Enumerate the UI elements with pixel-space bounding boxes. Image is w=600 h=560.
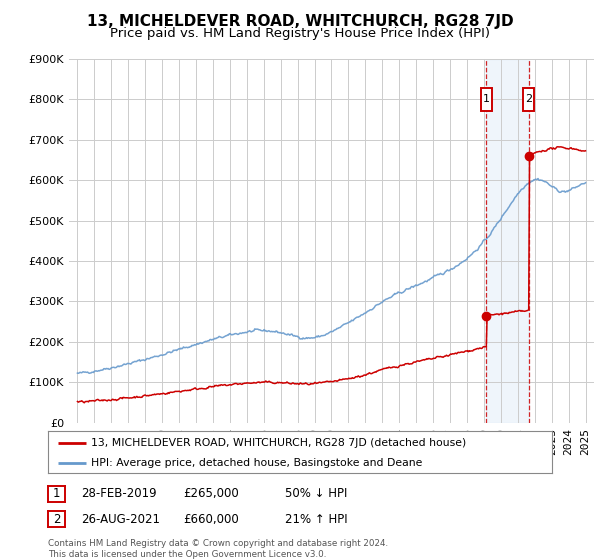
Text: 1: 1 (53, 487, 60, 501)
Text: 28-FEB-2019: 28-FEB-2019 (81, 487, 157, 501)
Text: £660,000: £660,000 (183, 512, 239, 526)
Text: 13, MICHELDEVER ROAD, WHITCHURCH, RG28 7JD: 13, MICHELDEVER ROAD, WHITCHURCH, RG28 7… (86, 14, 514, 29)
Text: HPI: Average price, detached house, Basingstoke and Deane: HPI: Average price, detached house, Basi… (91, 458, 422, 468)
FancyBboxPatch shape (523, 88, 534, 110)
Text: 26-AUG-2021: 26-AUG-2021 (81, 512, 160, 526)
Text: 50% ↓ HPI: 50% ↓ HPI (285, 487, 347, 501)
Text: 13, MICHELDEVER ROAD, WHITCHURCH, RG28 7JD (detached house): 13, MICHELDEVER ROAD, WHITCHURCH, RG28 7… (91, 437, 466, 447)
Text: 2: 2 (525, 94, 532, 104)
Bar (487, 59, 529, 423)
Text: Price paid vs. HM Land Registry's House Price Index (HPI): Price paid vs. HM Land Registry's House … (110, 27, 490, 40)
Text: 2: 2 (53, 512, 60, 526)
FancyBboxPatch shape (481, 88, 492, 110)
Text: 21% ↑ HPI: 21% ↑ HPI (285, 512, 347, 526)
Text: Contains HM Land Registry data © Crown copyright and database right 2024.
This d: Contains HM Land Registry data © Crown c… (48, 539, 388, 559)
Text: £265,000: £265,000 (183, 487, 239, 501)
Text: 1: 1 (483, 94, 490, 104)
